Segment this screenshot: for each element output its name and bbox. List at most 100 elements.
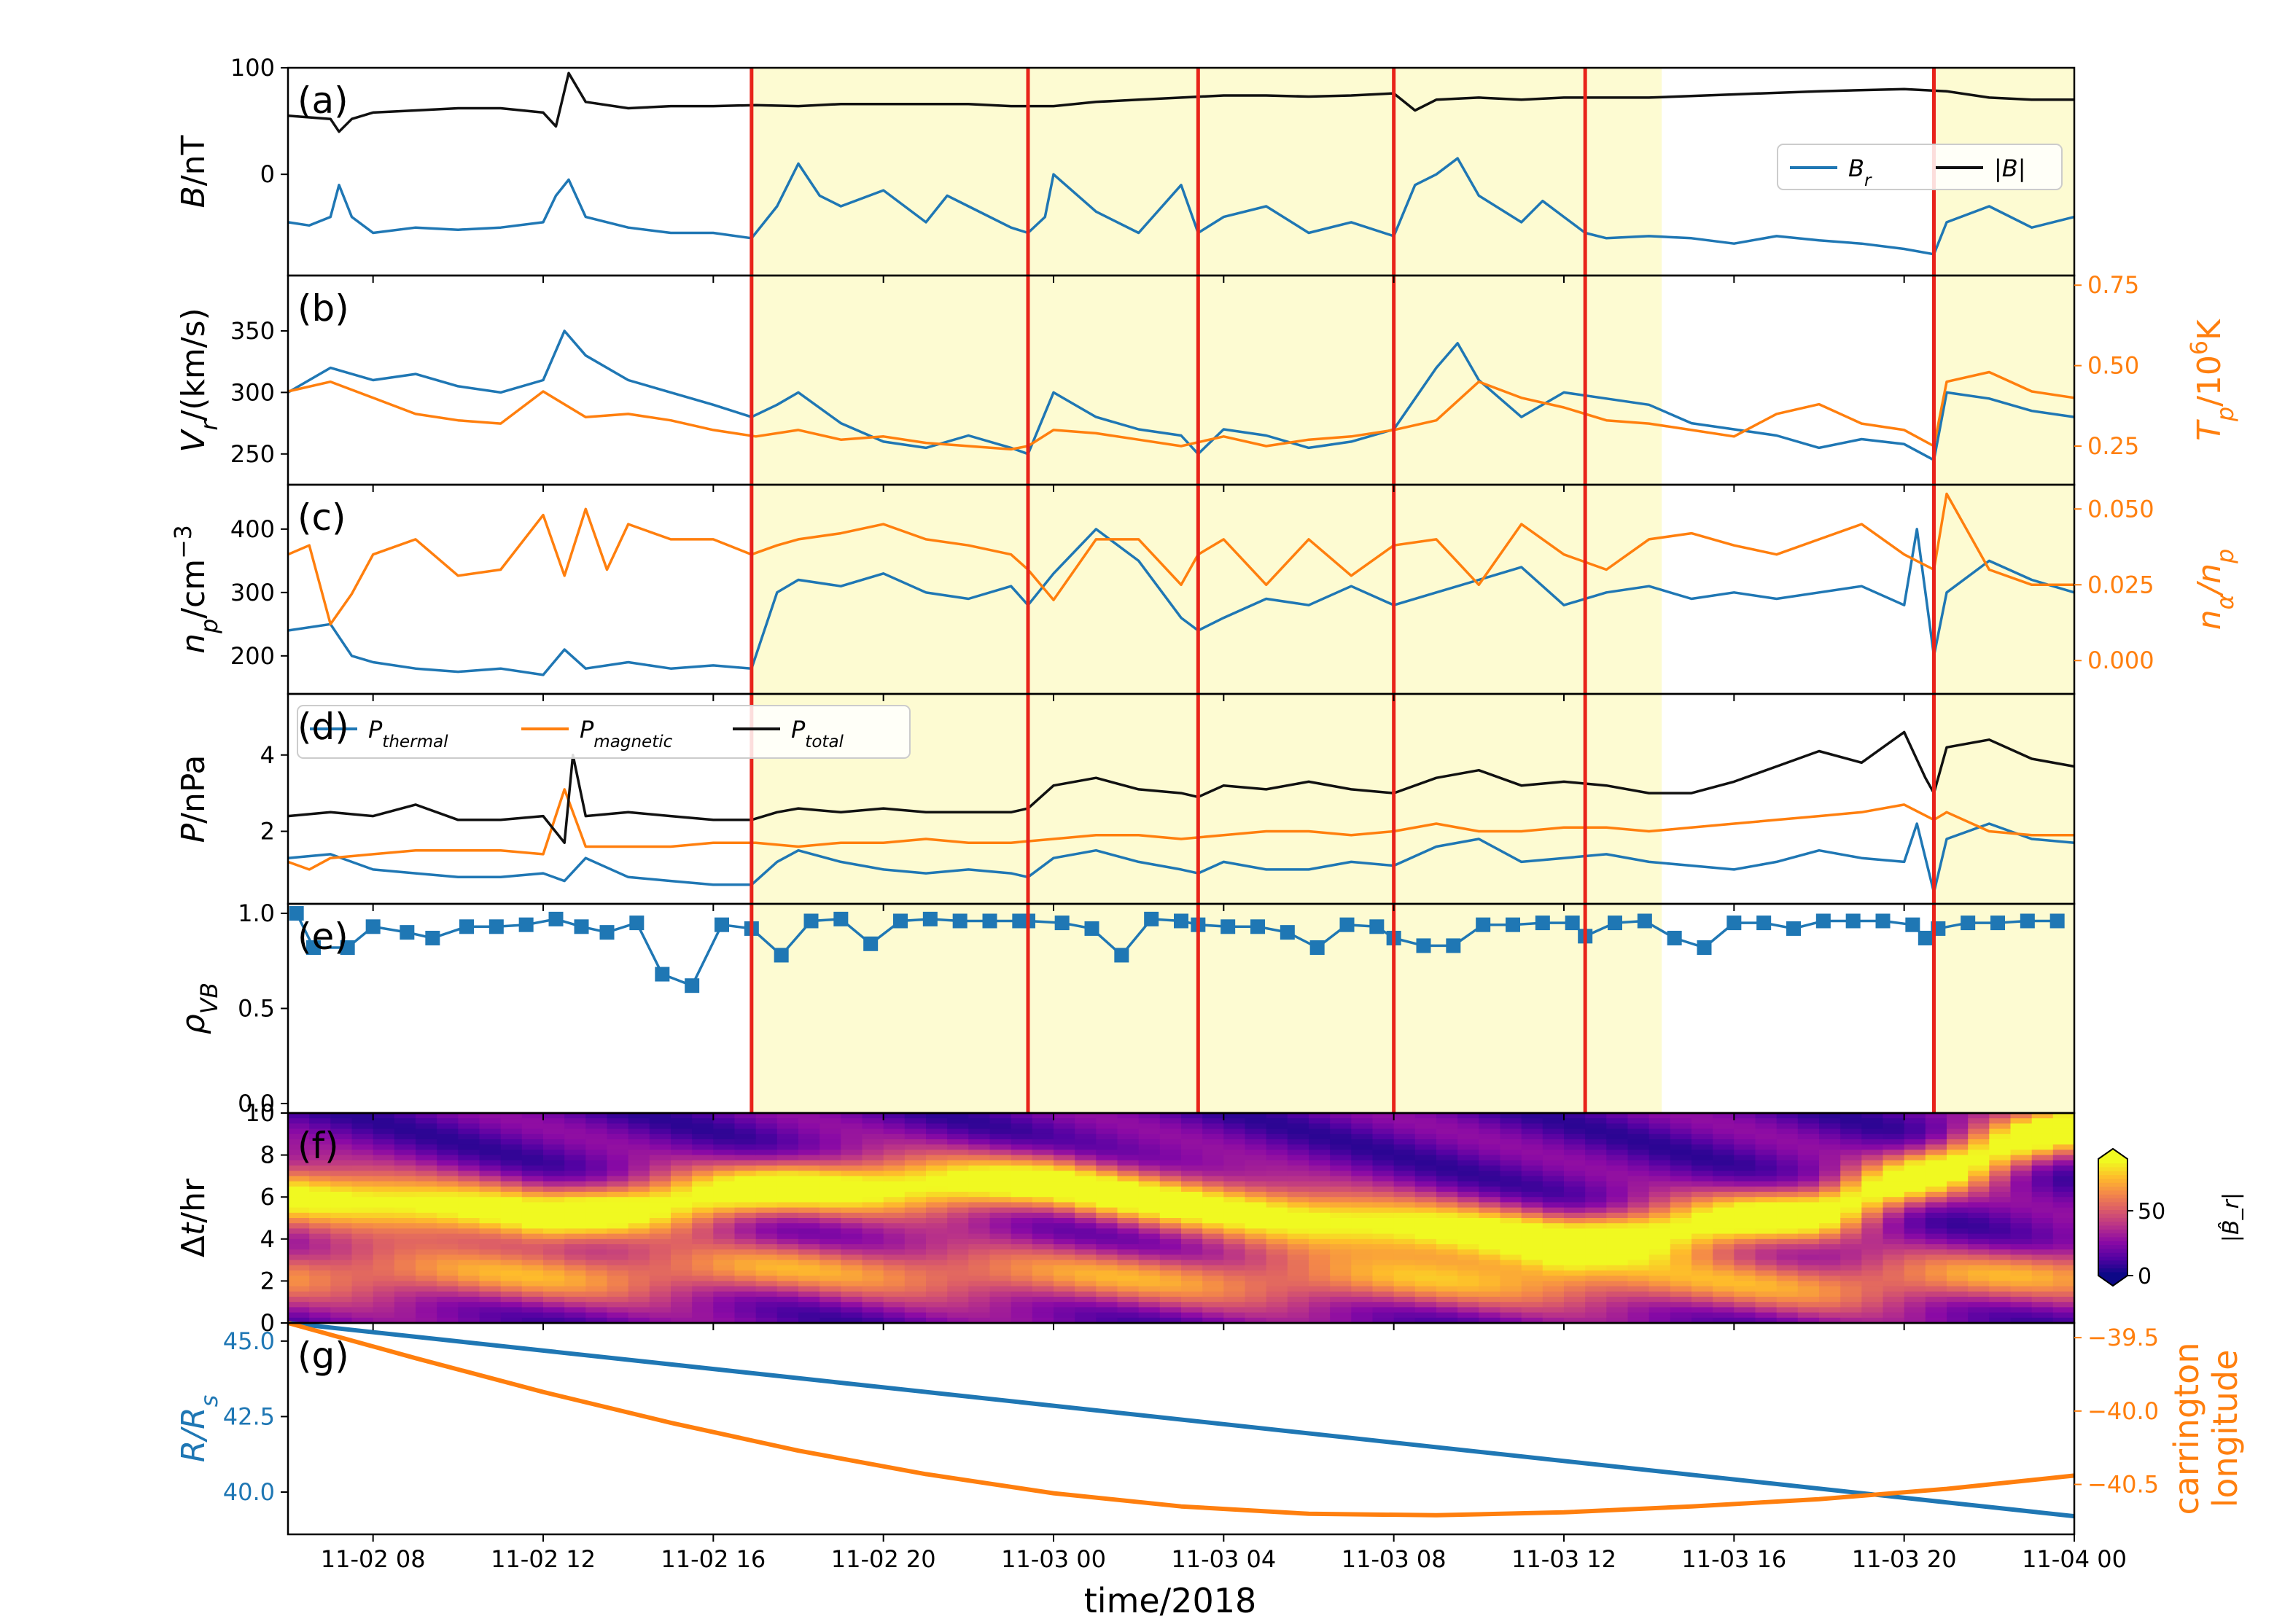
- heatmap-cell: [2010, 1281, 2033, 1287]
- heatmap-cell: [1670, 1128, 1692, 1135]
- y2-tick-label: 0.75: [2087, 271, 2139, 299]
- heatmap-cell: [1861, 1212, 1884, 1219]
- heatmap-cell: [1947, 1254, 1969, 1261]
- heatmap-cell: [543, 1312, 565, 1319]
- heatmap-cell: [1883, 1265, 1905, 1271]
- heatmap-cell: [713, 1281, 736, 1287]
- heatmap-cell: [373, 1133, 395, 1140]
- heatmap-cell: [1011, 1286, 1033, 1292]
- heatmap-cell: [1479, 1249, 1501, 1256]
- heatmap-cell: [1287, 1286, 1309, 1292]
- heatmap-cell: [1330, 1197, 1352, 1203]
- heatmap-cell: [989, 1192, 1012, 1198]
- heatmap-cell: [458, 1197, 480, 1203]
- heatmap-cell: [1414, 1218, 1437, 1224]
- heatmap-cell: [713, 1317, 736, 1324]
- heatmap-cell: [1989, 1166, 2012, 1171]
- heatmap-cell: [1648, 1197, 1671, 1203]
- heatmap-cell: [416, 1176, 437, 1182]
- heatmap-cell: [671, 1317, 693, 1324]
- heatmap-cell: [1542, 1166, 1565, 1171]
- heatmap-cell: [373, 1149, 395, 1156]
- heatmap-cell: [1011, 1118, 1033, 1125]
- heatmap-cell: [500, 1276, 523, 1282]
- heatmap-cell: [820, 1118, 842, 1125]
- heatmap-cell: [1181, 1307, 1203, 1313]
- heatmap-cell: [394, 1202, 416, 1209]
- heatmap-cell: [521, 1149, 544, 1156]
- heatmap-cell: [692, 1286, 715, 1292]
- heatmap-cell: [1755, 1302, 1778, 1308]
- heatmap-cell: [713, 1139, 736, 1145]
- heatmap-cell: [904, 1192, 927, 1198]
- heatmap-cell: [734, 1202, 757, 1209]
- heatmap-cell: [841, 1123, 863, 1130]
- rho-marker: [1815, 913, 1831, 929]
- heatmap-cell: [713, 1238, 736, 1245]
- heatmap-cell: [2052, 1133, 2075, 1140]
- heatmap-cell: [1627, 1202, 1650, 1209]
- heatmap-cell: [1861, 1265, 1884, 1271]
- heatmap-cell: [1393, 1171, 1416, 1177]
- heatmap-cell: [1925, 1123, 1947, 1130]
- heatmap-cell: [1032, 1254, 1054, 1261]
- heatmap-cell: [1947, 1144, 1969, 1151]
- heatmap-cell: [1883, 1312, 1905, 1319]
- heatmap-cell: [607, 1276, 629, 1282]
- heatmap-cell: [479, 1302, 502, 1308]
- heatmap-cell: [437, 1186, 459, 1192]
- heatmap-cell: [776, 1181, 799, 1187]
- heatmap-cell: [989, 1171, 1012, 1177]
- heatmap-cell: [1202, 1207, 1225, 1214]
- heatmap-cell: [1287, 1192, 1309, 1198]
- heatmap-cell: [1202, 1133, 1225, 1140]
- heatmap-cell: [1606, 1238, 1629, 1245]
- rho-marker: [488, 919, 504, 934]
- heatmap-cell: [585, 1118, 608, 1125]
- heatmap-cell: [713, 1155, 736, 1161]
- heatmap-cell: [1648, 1212, 1671, 1219]
- heatmap-cell: [883, 1133, 906, 1140]
- heatmap-cell: [862, 1244, 884, 1250]
- heatmap-cell: [607, 1176, 629, 1182]
- heatmap-cell: [1861, 1317, 1884, 1324]
- heatmap-cell: [1245, 1244, 1267, 1250]
- heatmap-cell: [564, 1133, 587, 1140]
- heatmap-cell: [841, 1139, 863, 1145]
- heatmap-cell: [1075, 1312, 1097, 1319]
- heatmap-cell: [862, 1307, 884, 1313]
- heatmap-cell: [1457, 1260, 1480, 1266]
- heatmap-cell: [458, 1233, 480, 1240]
- heatmap-cell: [1223, 1166, 1246, 1171]
- heatmap-cell: [628, 1128, 650, 1135]
- heatmap-cell: [671, 1233, 693, 1240]
- heatmap-cell: [330, 1118, 353, 1125]
- heatmap-cell: [607, 1286, 629, 1292]
- colorbar-extend-bottom: [2098, 1276, 2127, 1286]
- heatmap-cell: [1372, 1312, 1395, 1319]
- heatmap-cell: [1032, 1197, 1054, 1203]
- heatmap-cell: [1245, 1297, 1267, 1303]
- heatmap-cell: [1309, 1166, 1331, 1171]
- heatmap-cell: [883, 1228, 906, 1235]
- heatmap-cell: [2031, 1207, 2054, 1214]
- heatmap-cell: [607, 1155, 629, 1161]
- heatmap-cell: [1627, 1244, 1650, 1250]
- heatmap-cell: [1393, 1160, 1416, 1166]
- heatmap-cell: [564, 1144, 587, 1151]
- heatmap-cell: [1606, 1254, 1629, 1261]
- heatmap-cell: [479, 1286, 502, 1292]
- heatmap-cell: [330, 1202, 353, 1209]
- heatmap-cell: [2010, 1297, 2033, 1303]
- heatmap-cell: [1713, 1276, 1735, 1282]
- heatmap-cell: [1202, 1113, 1225, 1119]
- heatmap-cell: [1096, 1270, 1118, 1276]
- heatmap-cell: [351, 1166, 374, 1171]
- heatmap-cell: [1627, 1307, 1650, 1313]
- colorbar-cell: [2098, 1190, 2127, 1195]
- heatmap-cell: [288, 1160, 310, 1166]
- heatmap-cell: [1414, 1254, 1437, 1261]
- y2-axis-label-g-line2: longitude: [2206, 1350, 2245, 1508]
- heatmap-cell: [564, 1218, 587, 1224]
- heatmap-cell: [1797, 1133, 1820, 1140]
